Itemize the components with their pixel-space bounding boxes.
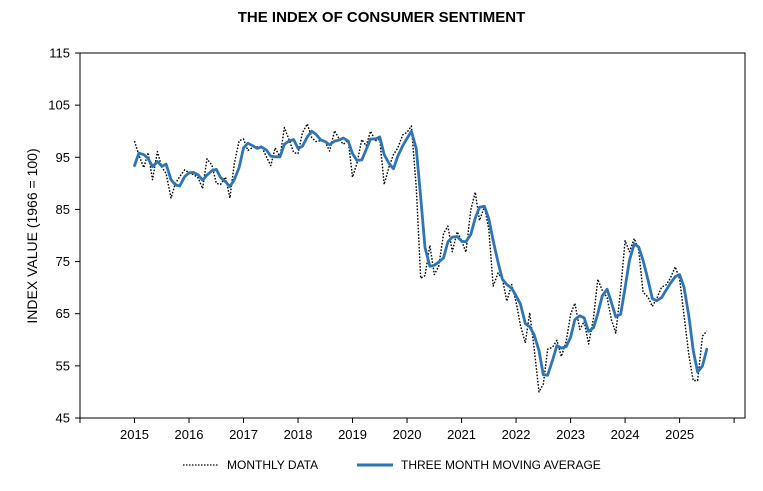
solid-line-icon	[357, 463, 393, 467]
x-tick-label: 2019	[338, 427, 367, 442]
y-tick-label: 95	[56, 150, 70, 165]
x-tick-label: 2024	[611, 427, 640, 442]
x-tick-label: 2016	[175, 427, 204, 442]
legend-item-moving-average: THREE MONTH MOVING AVERAGE	[357, 458, 601, 472]
y-tick-label: 45	[56, 411, 70, 426]
x-tick-label: 2023	[556, 427, 585, 442]
dotted-line-icon	[183, 464, 219, 466]
x-tick-label: 2017	[229, 427, 258, 442]
x-tick-label: 2021	[447, 427, 476, 442]
y-tick-label: 55	[56, 358, 70, 373]
y-tick-label: 75	[56, 254, 70, 269]
y-axis-label: INDEX VALUE (1966 = 100)	[24, 148, 40, 323]
x-tick-label: 2018	[284, 427, 313, 442]
chart-title: THE INDEX OF CONSUMER SENTIMENT	[237, 9, 526, 26]
series-layer	[133, 123, 709, 393]
x-tick-label: 2025	[665, 427, 694, 442]
x-tick-label: 2020	[393, 427, 422, 442]
plot-frame	[79, 52, 746, 419]
legend-label-monthly: MONTHLY DATA	[227, 458, 319, 472]
legend-label-moving-average: THREE MONTH MOVING AVERAGE	[401, 458, 601, 472]
axes: 45 55 65 75 85 95 105 115 2015 2016 2017 2018 2019 20…	[48, 46, 746, 442]
x-tick-label: 2022	[502, 427, 531, 442]
x-tick-label: 2015	[120, 427, 149, 442]
y-tick-label: 85	[56, 202, 70, 217]
legend: MONTHLY DATA THREE MONTH MOVING AVERAGE	[0, 458, 763, 478]
y-tick-label: 105	[48, 98, 70, 113]
legend-item-monthly: MONTHLY DATA	[183, 458, 318, 472]
series-line-monthly	[133, 123, 708, 393]
y-tick-label: 65	[56, 306, 70, 321]
series-line-moving-average	[133, 129, 709, 377]
y-tick-label: 115	[49, 46, 70, 61]
